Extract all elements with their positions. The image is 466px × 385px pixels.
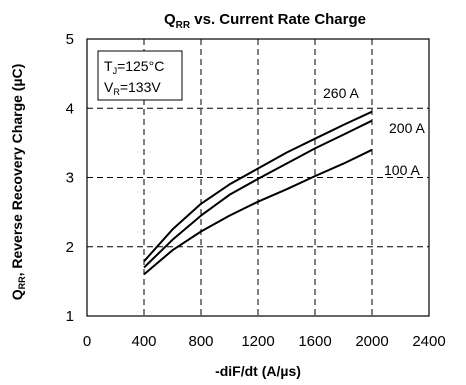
conditions-box: TJ=125°C VR=133V (97, 50, 183, 101)
x-axis-label: -diF/dt (A/µs) (215, 363, 301, 379)
series-lines (143, 110, 373, 276)
y-axis-label: QRR, Reverse Recovery Charge (µC) (9, 64, 27, 301)
series-label-200a: 200 A (389, 120, 425, 136)
x-tick-label: 800 (188, 333, 213, 350)
title-rest: vs. Current Rate Charge (190, 11, 366, 28)
y-tick-label: 3 (66, 170, 74, 187)
condition-tj: TJ=125°C (104, 58, 164, 76)
tick-labels: 0 400 800 1200 1600 2000 2400 1 2 3 4 5 (66, 31, 446, 350)
x-tick-label: 0 (83, 333, 91, 350)
grid (87, 39, 429, 316)
x-tick-label: 1200 (241, 333, 274, 350)
x-tick-label: 1600 (298, 333, 331, 350)
series-line-260a (143, 110, 373, 262)
title-sub: RR (176, 20, 191, 31)
y-tick-label: 1 (66, 308, 74, 325)
x-tick-label: 2400 (412, 333, 445, 350)
title-main: Q (164, 11, 176, 28)
series-label-100a: 100 A (384, 162, 420, 178)
conditions-frame (97, 50, 183, 101)
x-tick-label: 2000 (355, 333, 388, 350)
series-label-260a: 260 A (323, 85, 359, 101)
x-tick-label: 400 (131, 333, 156, 350)
condition-vr: VR=133V (104, 79, 161, 97)
y-tick-label: 4 (66, 100, 74, 117)
series-line-200a (143, 119, 373, 269)
chart-title: QRR vs. Current Rate Charge (164, 11, 366, 31)
y-tick-label: 5 (66, 31, 74, 48)
series-line-100a (143, 148, 373, 276)
y-tick-label: 2 (66, 239, 74, 256)
